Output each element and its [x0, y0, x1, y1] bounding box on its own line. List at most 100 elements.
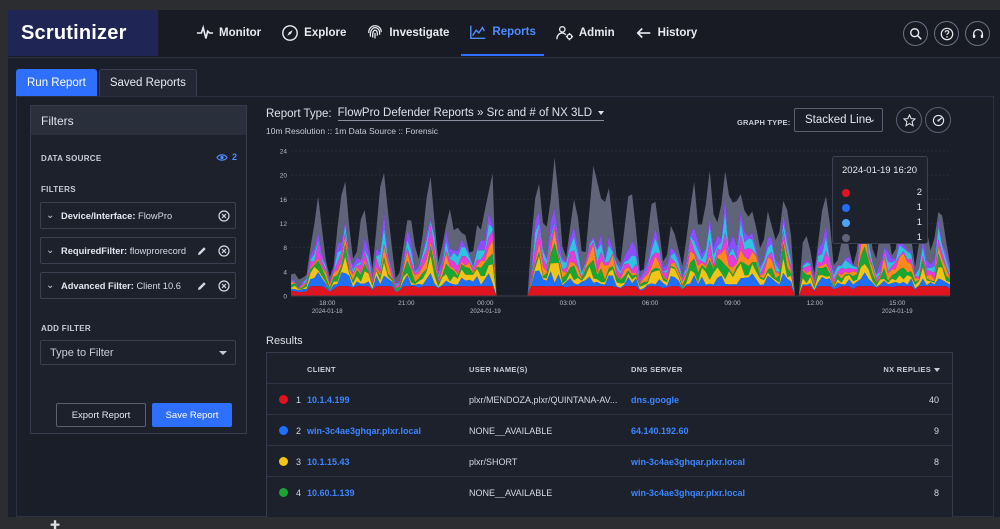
nav-explore[interactable]: Explore: [273, 10, 354, 56]
report-type-label: Report Type:: [266, 108, 332, 120]
results-heading: Results: [266, 335, 303, 347]
series-color-dot: [279, 488, 288, 497]
column-header-nx[interactable]: NX REPLIES: [883, 365, 940, 374]
x-tick-label: 09:00: [724, 300, 741, 307]
favorite-button[interactable]: [896, 107, 922, 133]
x-tick-label: 18:00: [319, 300, 336, 307]
table-row[interactable]: 1 10.1.4.199 plxr/MENDOZA,plxr/QUINTANA-…: [267, 383, 952, 414]
y-tick-label: 0: [283, 294, 287, 301]
nav-investigate[interactable]: Investigate: [358, 10, 457, 56]
dns-server-link[interactable]: win-3c4ae3ghqar.plxr.local: [631, 488, 746, 498]
user-names: plxr/SHORT: [469, 457, 518, 467]
series-color-dot: [279, 457, 288, 466]
client-link[interactable]: 10.1.4.199: [307, 395, 350, 405]
graph-type-select[interactable]: Stacked Line ⌄: [794, 108, 883, 132]
nx-replies: 9: [933, 426, 939, 436]
support-button[interactable]: [965, 21, 990, 46]
nav-reports-label: Reports: [492, 26, 536, 38]
column-header-user[interactable]: USER NAME(S): [469, 365, 528, 374]
y-tick-label: 24: [280, 149, 288, 156]
search-icon: [909, 27, 922, 40]
filter-advanced-name: Advanced Filter:: [61, 280, 134, 291]
nav-admin[interactable]: Admin: [548, 10, 623, 56]
x-tick-date: 2024-01-19: [470, 309, 501, 315]
crosshair-icon: ✚: [50, 518, 61, 529]
x-tick-label: 00:00: [477, 300, 494, 307]
filter-advanced[interactable]: ⌄ Advanced Filter: Client 10.6: [40, 272, 236, 299]
chevron-down-icon[interactable]: ⌄: [46, 280, 55, 291]
report-type-select[interactable]: FlowPro Defender Reports » Src and # of …: [337, 107, 605, 121]
x-tick-label: 12:00: [807, 300, 824, 307]
dns-server-link[interactable]: 64.140.192.60: [631, 426, 689, 436]
filter-device-value: FlowPro: [138, 210, 173, 221]
close-circle-icon[interactable]: [218, 244, 230, 257]
client-link[interactable]: 10.1.15.43: [307, 457, 350, 467]
series-area: [291, 255, 950, 296]
top-bar: Scrutinizer Monitor Explore Investigate …: [8, 10, 1000, 58]
close-circle-icon[interactable]: [218, 209, 230, 222]
app-logo[interactable]: Scrutinizer: [8, 10, 158, 56]
gauge-icon: [932, 114, 944, 126]
table-row[interactable]: 2 win-3c4ae3ghqar.plxr.local NONE__AVAIL…: [267, 414, 952, 445]
row-rank: 1: [296, 395, 302, 405]
filter-device-interface[interactable]: ⌄ Device/Interface: FlowPro: [40, 202, 236, 229]
client-link[interactable]: 10.60.1.139: [307, 488, 355, 498]
pencil-icon[interactable]: [196, 245, 208, 257]
client-link[interactable]: win-3c4ae3ghqar.plxr.local: [307, 426, 422, 436]
compass-icon: [282, 25, 299, 41]
chevron-down-icon[interactable]: ⌄: [46, 245, 55, 256]
filters-title: Filters: [31, 106, 246, 135]
filter-required-name: RequiredFilter:: [61, 245, 128, 256]
table-row[interactable]: 4 10.60.1.139 NONE__AVAILABLE win-3c4ae3…: [267, 476, 952, 507]
help-button[interactable]: [934, 21, 959, 46]
tab-saved-reports[interactable]: Saved Reports: [98, 69, 197, 96]
report-options-button[interactable]: [925, 107, 951, 133]
tooltip-row: 1: [842, 217, 922, 228]
y-tick-label: 8: [283, 245, 287, 252]
app-window: Scrutinizer Monitor Explore Investigate …: [8, 10, 1000, 517]
tab-run-report[interactable]: Run Report: [16, 69, 97, 96]
search-button[interactable]: [903, 21, 928, 46]
nav-monitor-label: Monitor: [219, 27, 262, 39]
dns-server-link[interactable]: win-3c4ae3ghqar.plxr.local: [631, 457, 746, 467]
sort-desc-icon: [934, 367, 940, 372]
x-tick-date: 2024-01-18: [312, 309, 343, 315]
eye-icon: [216, 153, 228, 161]
graph-type-value: Stacked Line: [805, 114, 872, 126]
report-content: Filters DATA SOURCE 2 FILTERS ⌄ Device/I…: [16, 96, 994, 517]
add-filter-placeholder: Type to Filter: [50, 346, 114, 359]
column-header-client[interactable]: CLIENT: [307, 365, 336, 374]
x-tick-label: 15:00: [889, 300, 906, 307]
export-report-button[interactable]: Export Report: [56, 403, 146, 427]
chevron-down-icon[interactable]: ⌄: [46, 210, 55, 221]
table-row[interactable]: 3 10.1.15.43 plxr/SHORT win-3c4ae3ghqar.…: [267, 445, 952, 476]
nav-reports[interactable]: Reports: [461, 10, 544, 56]
add-filter-select[interactable]: Type to Filter: [40, 340, 236, 365]
chevron-down-icon: ⌄: [867, 114, 876, 125]
filter-required[interactable]: ⌄ RequiredFilter: flowprorecord: [40, 237, 236, 264]
series-color-dot: [279, 395, 288, 404]
save-report-button[interactable]: Save Report: [152, 403, 232, 427]
arrow-left-icon: [636, 27, 650, 39]
dns-server-link[interactable]: dns.google: [631, 395, 679, 405]
user-names: NONE__AVAILABLE: [469, 488, 553, 498]
user-names: NONE__AVAILABLE: [469, 426, 553, 436]
nav-history[interactable]: History: [627, 10, 706, 56]
graph-type-label: GRAPH TYPE:: [737, 118, 791, 127]
filter-required-value: flowprorecord: [129, 245, 187, 256]
series-area: [291, 286, 950, 296]
data-source-label: DATA SOURCE: [41, 154, 102, 163]
chart-tooltip: 2024-01-19 16:20 2 1 1 1: [832, 156, 928, 244]
nav-admin-label: Admin: [578, 27, 615, 39]
data-source-toggle[interactable]: 2: [216, 152, 237, 162]
row-rank: 4: [296, 488, 302, 498]
filters-panel: Filters DATA SOURCE 2 FILTERS ⌄ Device/I…: [30, 105, 247, 434]
tooltip-value: 2: [916, 187, 922, 198]
nav-investigate-label: Investigate: [389, 27, 450, 39]
nav-monitor[interactable]: Monitor: [188, 10, 269, 56]
pencil-icon[interactable]: [196, 280, 208, 292]
close-circle-icon[interactable]: [218, 279, 230, 292]
series-area: [291, 270, 950, 296]
column-header-dns[interactable]: DNS SERVER: [631, 365, 683, 374]
x-tick-label: 03:00: [560, 300, 577, 307]
